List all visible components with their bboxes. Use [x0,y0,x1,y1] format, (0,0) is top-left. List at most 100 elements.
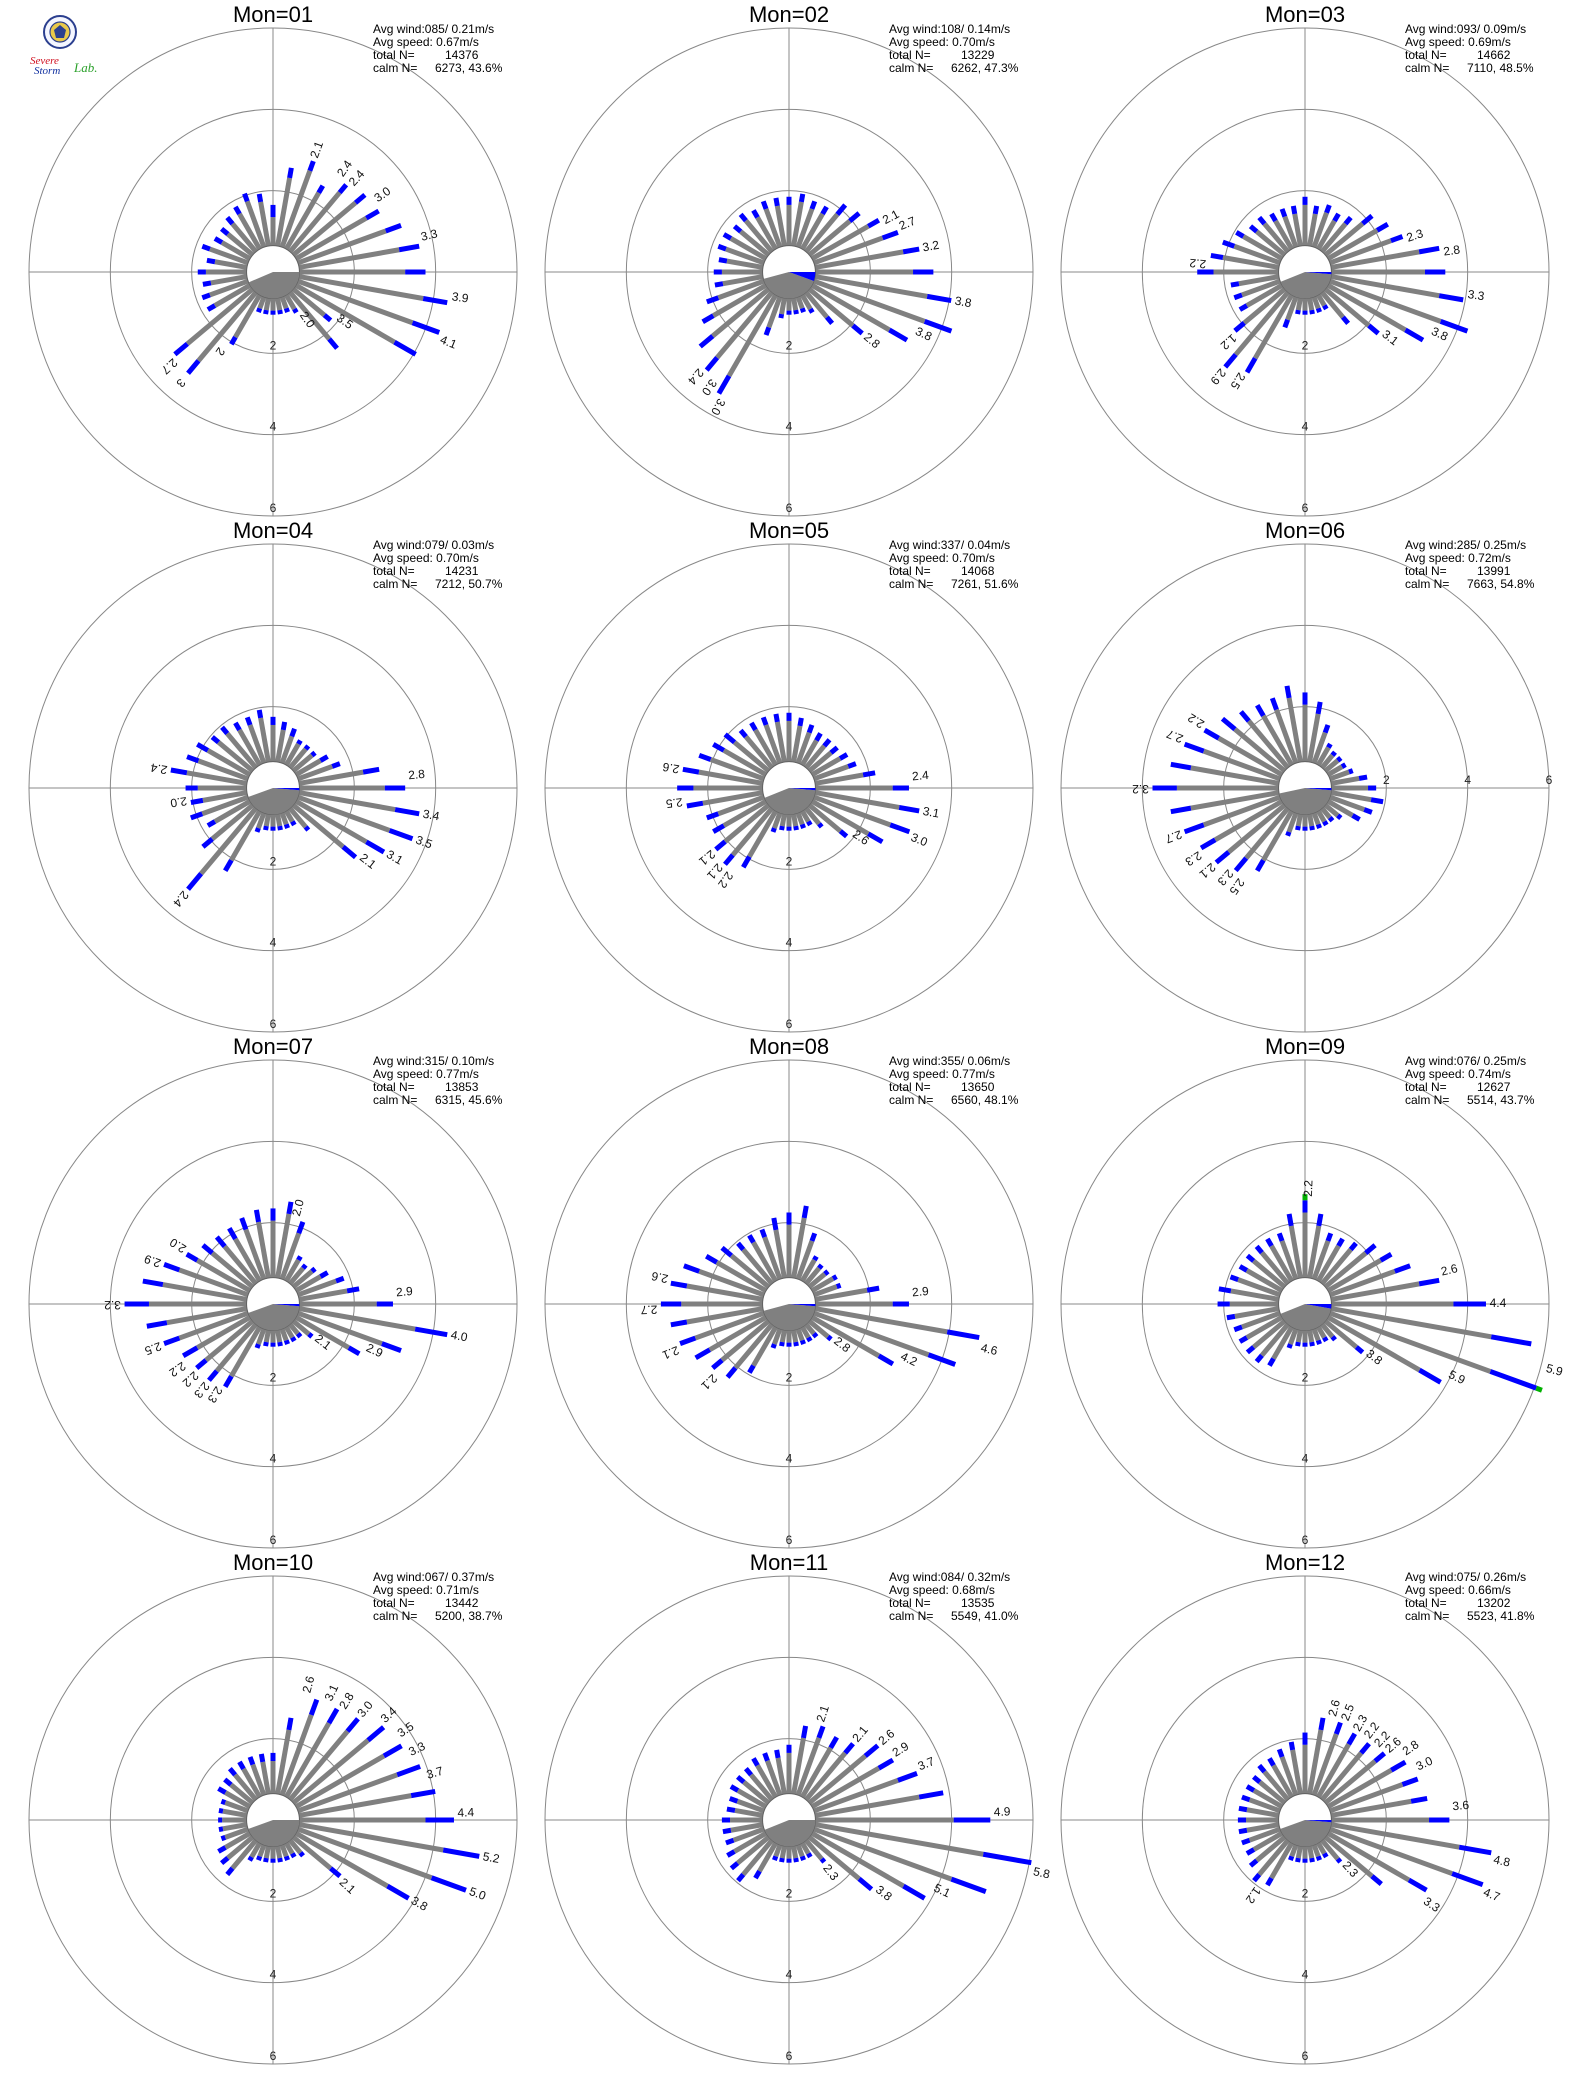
wind-bar-high-speed [1375,222,1390,233]
wind-bar-low-speed [1323,1251,1368,1289]
wind-bar-low-speed [733,1322,774,1370]
wind-bar-high-speed [1290,205,1298,215]
wind-bar-low-speed [812,1284,838,1298]
ring-tick-label: 2 [1383,773,1390,787]
stats-line: calm N= [373,1609,417,1623]
bar-value-label: 2.4 [911,768,929,783]
wind-bar-high-speed [772,1855,779,1861]
bar-value-label: 2.6 [300,1674,318,1694]
wind-bar-high-speed [759,1228,768,1238]
wind-bar-high-speed [201,243,211,252]
wind-bar-high-speed [848,211,861,223]
wind-bar-high-speed [1251,1774,1262,1785]
calm-sector [1280,1304,1332,1331]
wind-bar-low-speed [233,1773,258,1802]
wind-bar-low-speed [1295,813,1303,827]
wind-bar-high-speed [843,1742,855,1755]
wind-bar-low-speed [1248,1797,1282,1814]
wind-bar-low-speed [804,806,821,826]
wind-bar-high-speed [277,1857,283,1863]
wind-bar-high-speed [771,1217,779,1231]
wind-bar-low-speed [284,1325,295,1339]
bar-value-label: 3.0 [354,1698,376,1720]
wind-bar-high-speed [698,334,715,349]
wind-bar-low-speed [686,1306,764,1325]
wind-bar-high-speed [277,825,283,831]
wind-bar-high-speed [329,1866,342,1879]
wind-bar-high-speed [1238,303,1249,312]
wind-bar-low-speed [196,290,258,363]
bar-value-label: 4.6 [979,1341,999,1358]
stats-line: Avg speed: 0.69m/s [1405,35,1511,49]
wind-bar-low-speed [723,803,771,844]
chart-title: Mon=11 [750,1550,828,1575]
wind-bar-low-speed [1323,1759,1377,1805]
wind-bar-high-speed [247,1855,254,1862]
wind-bar-high-speed [1238,1827,1248,1835]
wind-bar-high-speed [770,1343,777,1349]
bar-value-label: 4.4 [457,1805,474,1820]
windrose-chart: 2462.12.42.43.03.33.94.13.52.0232.7Mon=0… [28,2,518,517]
wind-bar-high-speed [732,224,743,234]
ring-tick-label: 6 [270,501,277,515]
wind-bar-low-speed [742,1780,771,1805]
wind-bar-high-speed [753,1869,762,1880]
wind-bar-low-speed [729,1253,771,1289]
wind-bar-high-speed [163,1262,181,1273]
wind-bar-low-speed [1255,1835,1287,1863]
stats-line: total N= [1405,48,1447,62]
wind-bar-low-speed [1282,215,1299,249]
stats-line: total N= [373,1080,415,1094]
wind-bar-low-speed [1316,293,1327,307]
wind-bar-high-speed [866,1285,880,1293]
bar-value-label: 4.1 [438,332,459,351]
wind-bar-low-speed [795,1736,822,1797]
wind-bar-high-speed [1257,215,1267,226]
wind-bar-low-speed [733,1831,768,1854]
stats-line: total N= [889,1596,931,1610]
wind-bar-high-speed [793,1341,799,1347]
wind-bar-low-speed [296,228,387,266]
wind-bar-low-speed [288,1266,305,1286]
wind-bar-low-speed [720,1319,771,1363]
ring-tick-label: 2 [786,1886,793,1900]
wind-bar-high-speed [223,858,234,873]
wind-bar-low-speed [743,218,774,254]
wind-bar-low-speed [791,201,804,247]
wind-bar-low-speed [766,295,783,329]
wind-bar-low-speed [279,295,289,310]
wind-bar-high-speed [229,335,238,346]
stats-line: Avg wind:337/ 0.04m/s [889,538,1010,552]
bar-value-label: 2.9 [364,1341,385,1361]
wind-bar-low-speed [1311,811,1321,826]
wind-bar-low-speed [814,249,904,270]
wind-bar-low-speed [296,1310,383,1346]
wind-bar-high-speed [341,844,358,860]
wind-bar-low-speed [715,290,774,360]
wind-bar-low-speed [279,735,295,765]
wind-bar-high-speed [698,752,712,762]
wind-bar-low-speed [291,753,314,773]
wind-bar-high-speed [1265,1876,1274,1887]
bar-value-label: 2.6 [850,827,872,848]
stats-line: total N= [889,48,931,62]
wind-bar-high-speed [747,1234,756,1244]
wind-bar-low-speed [810,1276,835,1293]
wind-bar-high-speed [773,197,780,207]
chart-title: Mon=08 [749,1034,829,1059]
wind-bar-high-speed [927,1352,957,1367]
stats-line: calm N= [889,61,933,75]
chart-title: Mon=12 [1265,1550,1345,1575]
ring-tick-label: 2 [786,338,793,352]
wind-bar-high-speed [186,754,200,764]
bar-value-label: 2.6 [1440,1261,1460,1278]
ring-tick-label: 4 [786,1452,793,1466]
wind-bar-low-speed [1323,758,1340,773]
wind-bar-low-speed [741,1247,774,1286]
wind-bar-high-speed [806,724,815,734]
wind-bar-low-speed [779,813,787,827]
bar-value-label: 3.4 [422,807,441,824]
wind-bar-low-speed [1330,1281,1420,1302]
wind-bar-low-speed [296,278,414,326]
wind-bar-high-speed [863,1743,880,1758]
